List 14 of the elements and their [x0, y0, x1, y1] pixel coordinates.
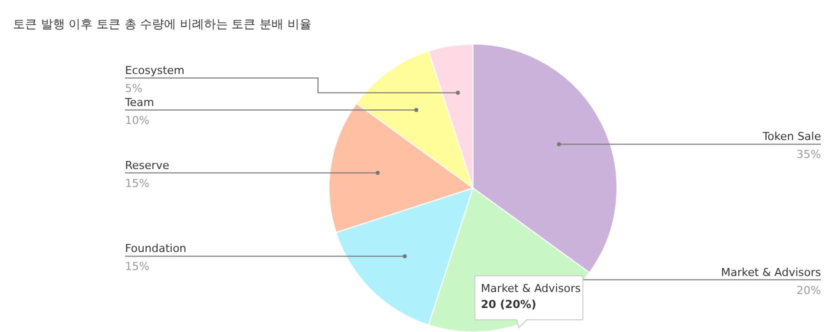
data-label: 15%: [125, 260, 150, 274]
data-label: 20%: [796, 284, 821, 297]
slice-label: Ecosystem: [125, 64, 184, 77]
slice-label: Market & Advisors: [721, 266, 822, 279]
slice-label: Token Sale: [762, 130, 822, 144]
chart-title: 토큰 발행 이후 토큰 총 수량에 비례하는 토큰 분배 비율: [13, 17, 312, 31]
slice-label: Team: [124, 96, 154, 109]
data-label: 5%: [125, 82, 142, 95]
slice-label: Reserve: [125, 158, 170, 172]
text: Market & Advisors 20 (20%): [480, 282, 581, 311]
slice-label: Foundation: [125, 242, 186, 256]
data-label: 15%: [125, 176, 150, 190]
data-label: 35%: [796, 148, 821, 162]
data-label: 10%: [125, 114, 150, 127]
